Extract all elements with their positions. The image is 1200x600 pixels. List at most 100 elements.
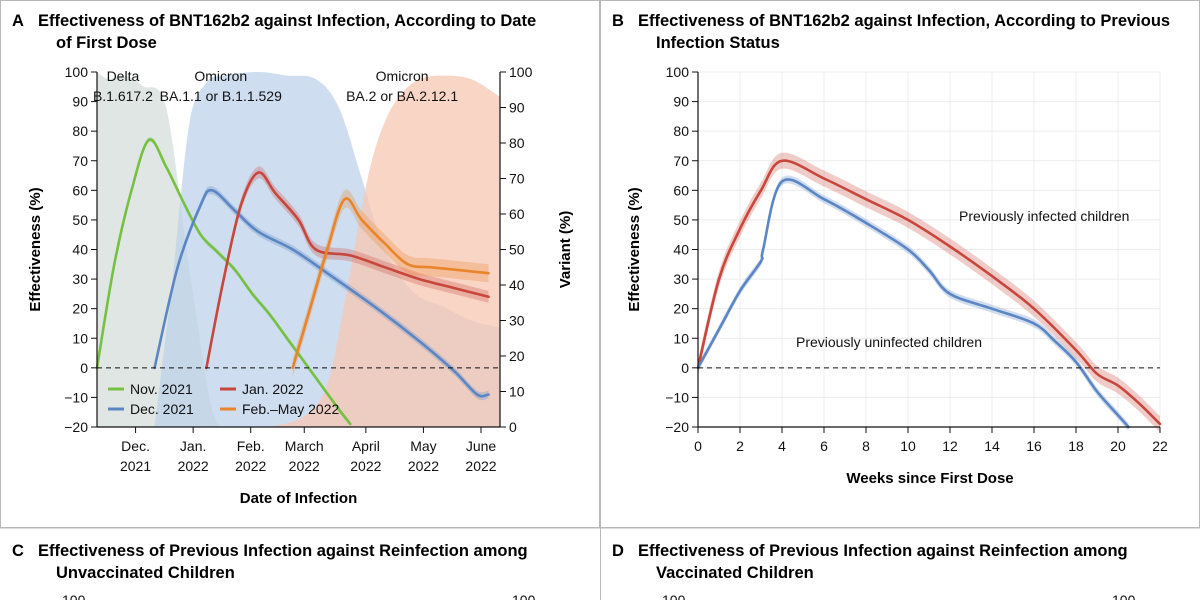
- xtick-label: 22: [1152, 438, 1168, 454]
- ytick-label: 0: [681, 360, 689, 376]
- xtick-label: 4: [778, 438, 786, 454]
- ytick-label: 100: [65, 64, 89, 80]
- ytick-label: 30: [72, 271, 88, 287]
- xtick-label: 10: [900, 438, 916, 454]
- xtick-label: 14: [984, 438, 1000, 454]
- panel-a-title-line1: Effectiveness of BNT162b2 against Infect…: [38, 12, 536, 30]
- ytick-label: 40: [673, 242, 689, 258]
- line-feb-may-2022: [291, 197, 490, 370]
- legend-label-jan-2022: Jan. 2022: [242, 381, 304, 397]
- ytick-label: 0: [80, 360, 88, 376]
- xtick-label-year: 2022: [465, 458, 496, 474]
- panel-a-letter: A: [12, 12, 24, 30]
- ytick-label: −20: [64, 419, 88, 435]
- panel-c-title-line1: Effectiveness of Previous Infection agai…: [38, 542, 528, 560]
- panel-b-title-line2: Infection Status: [656, 34, 780, 52]
- variant-label-lineage: BA.1.1 or B.1.1.529: [160, 88, 282, 104]
- chart-a: 1009080706050403020100−10−20100908070605…: [27, 64, 574, 507]
- ytick-label: 50: [673, 212, 689, 228]
- y-axis-label: Effectiveness (%): [626, 187, 643, 311]
- ytick-label: 10: [72, 330, 88, 346]
- ytick-label: 60: [72, 182, 88, 198]
- legend-label-dec-2021: Dec. 2021: [130, 401, 194, 417]
- ytick-label: 100: [666, 64, 690, 80]
- xtick-label: 16: [1026, 438, 1042, 454]
- band-previously-infected-children: [698, 152, 1160, 433]
- ytick-label: −20: [665, 419, 689, 435]
- variant-label-name: Omicron: [376, 68, 429, 84]
- xtick-label-month: June: [466, 438, 497, 454]
- xtick-label: 18: [1068, 438, 1084, 454]
- xtick-label-year: 2021: [120, 458, 151, 474]
- ytick-label: 10: [673, 330, 689, 346]
- ytick-label: 80: [673, 123, 689, 139]
- panel-b-letter: B: [612, 12, 624, 30]
- line-previously-uninfected-children: [696, 178, 1130, 429]
- ytick-right-label: 0: [509, 419, 517, 435]
- xtick-label-year: 2022: [350, 458, 381, 474]
- ytick-right-label: 90: [509, 100, 525, 116]
- xtick-label-year: 2022: [235, 458, 266, 474]
- ytick-right-label: 10: [509, 384, 525, 400]
- panel-d-title-line1: Effectiveness of Previous Infection agai…: [638, 542, 1128, 560]
- panel-b-title-line1: Effectiveness of BNT162b2 against Infect…: [638, 12, 1170, 30]
- ytick-label: 20: [72, 301, 88, 317]
- annotation-previously-uninfected: Previously uninfected children: [796, 334, 982, 350]
- xtick-label-year: 2022: [408, 458, 439, 474]
- xtick-label-year: 2022: [178, 458, 209, 474]
- ytick-label: 50: [72, 212, 88, 228]
- y-axis-label: Effectiveness (%): [27, 187, 44, 311]
- variant-area-3: [269, 75, 500, 427]
- ytick-label: 70: [673, 153, 689, 169]
- panel-d-ytick-top: 100: [662, 592, 686, 600]
- panel-c-letter: C: [12, 542, 24, 560]
- ytick-label: 30: [673, 271, 689, 287]
- variant-label-lineage: BA.2 or BA.2.12.1: [346, 88, 458, 104]
- ytick-right-label: 20: [509, 348, 525, 364]
- ytick-label: 90: [673, 94, 689, 110]
- ytick-right-label: 30: [509, 313, 525, 329]
- legend-label-feb-may-2022: Feb.–May 2022: [242, 401, 339, 417]
- line-previously-infected-children: [696, 159, 1162, 426]
- ytick-right-label: 60: [509, 206, 525, 222]
- ytick-right-label: 50: [509, 242, 525, 258]
- ytick-label: 70: [72, 153, 88, 169]
- xtick-label-month: Dec.: [121, 438, 150, 454]
- x-axis-label: Weeks since First Dose: [846, 470, 1013, 487]
- xtick-label: 12: [942, 438, 958, 454]
- variant-label-name: Omicron: [194, 68, 247, 84]
- ytick-label: 90: [72, 94, 88, 110]
- xtick-label-month: April: [352, 438, 380, 454]
- panel-d-ytick-top-right: 100: [1112, 592, 1136, 600]
- ytick-right-label: 100: [509, 64, 533, 80]
- ytick-right-label: 80: [509, 135, 525, 151]
- panel-c-ytick-top: 100: [62, 592, 86, 600]
- legend-label-nov-2021: Nov. 2021: [130, 381, 193, 397]
- ytick-label: −10: [665, 389, 689, 405]
- annotation-previously-infected: Previously infected children: [959, 208, 1129, 224]
- panel-a-title-line2: of First Dose: [56, 34, 157, 52]
- variant-label-lineage: B.1.617.2: [93, 88, 153, 104]
- line-nov-2021: [95, 138, 352, 426]
- xtick-label: 0: [694, 438, 702, 454]
- xtick-label: 2: [736, 438, 744, 454]
- panel-d-title-line2: Vaccinated Children: [656, 564, 814, 582]
- xtick-label: 6: [820, 438, 828, 454]
- panel-d-letter: D: [612, 542, 624, 560]
- ytick-right-label: 70: [509, 171, 525, 187]
- ytick-label: 40: [72, 242, 88, 258]
- panel-c-title-line2: Unvaccinated Children: [56, 564, 235, 582]
- x-axis-label: Date of Infection: [240, 490, 358, 507]
- xtick-label-month: Feb.: [237, 438, 265, 454]
- xtick-label: 20: [1110, 438, 1126, 454]
- ytick-label: 80: [72, 123, 88, 139]
- ytick-right-label: 40: [509, 277, 525, 293]
- ytick-label: −10: [64, 389, 88, 405]
- ytick-label: 60: [673, 182, 689, 198]
- line-dec-2021: [153, 188, 490, 398]
- y-axis-right-label: Variant (%): [557, 211, 574, 289]
- variant-label-name: Delta: [107, 68, 140, 84]
- xtick-label: 8: [862, 438, 870, 454]
